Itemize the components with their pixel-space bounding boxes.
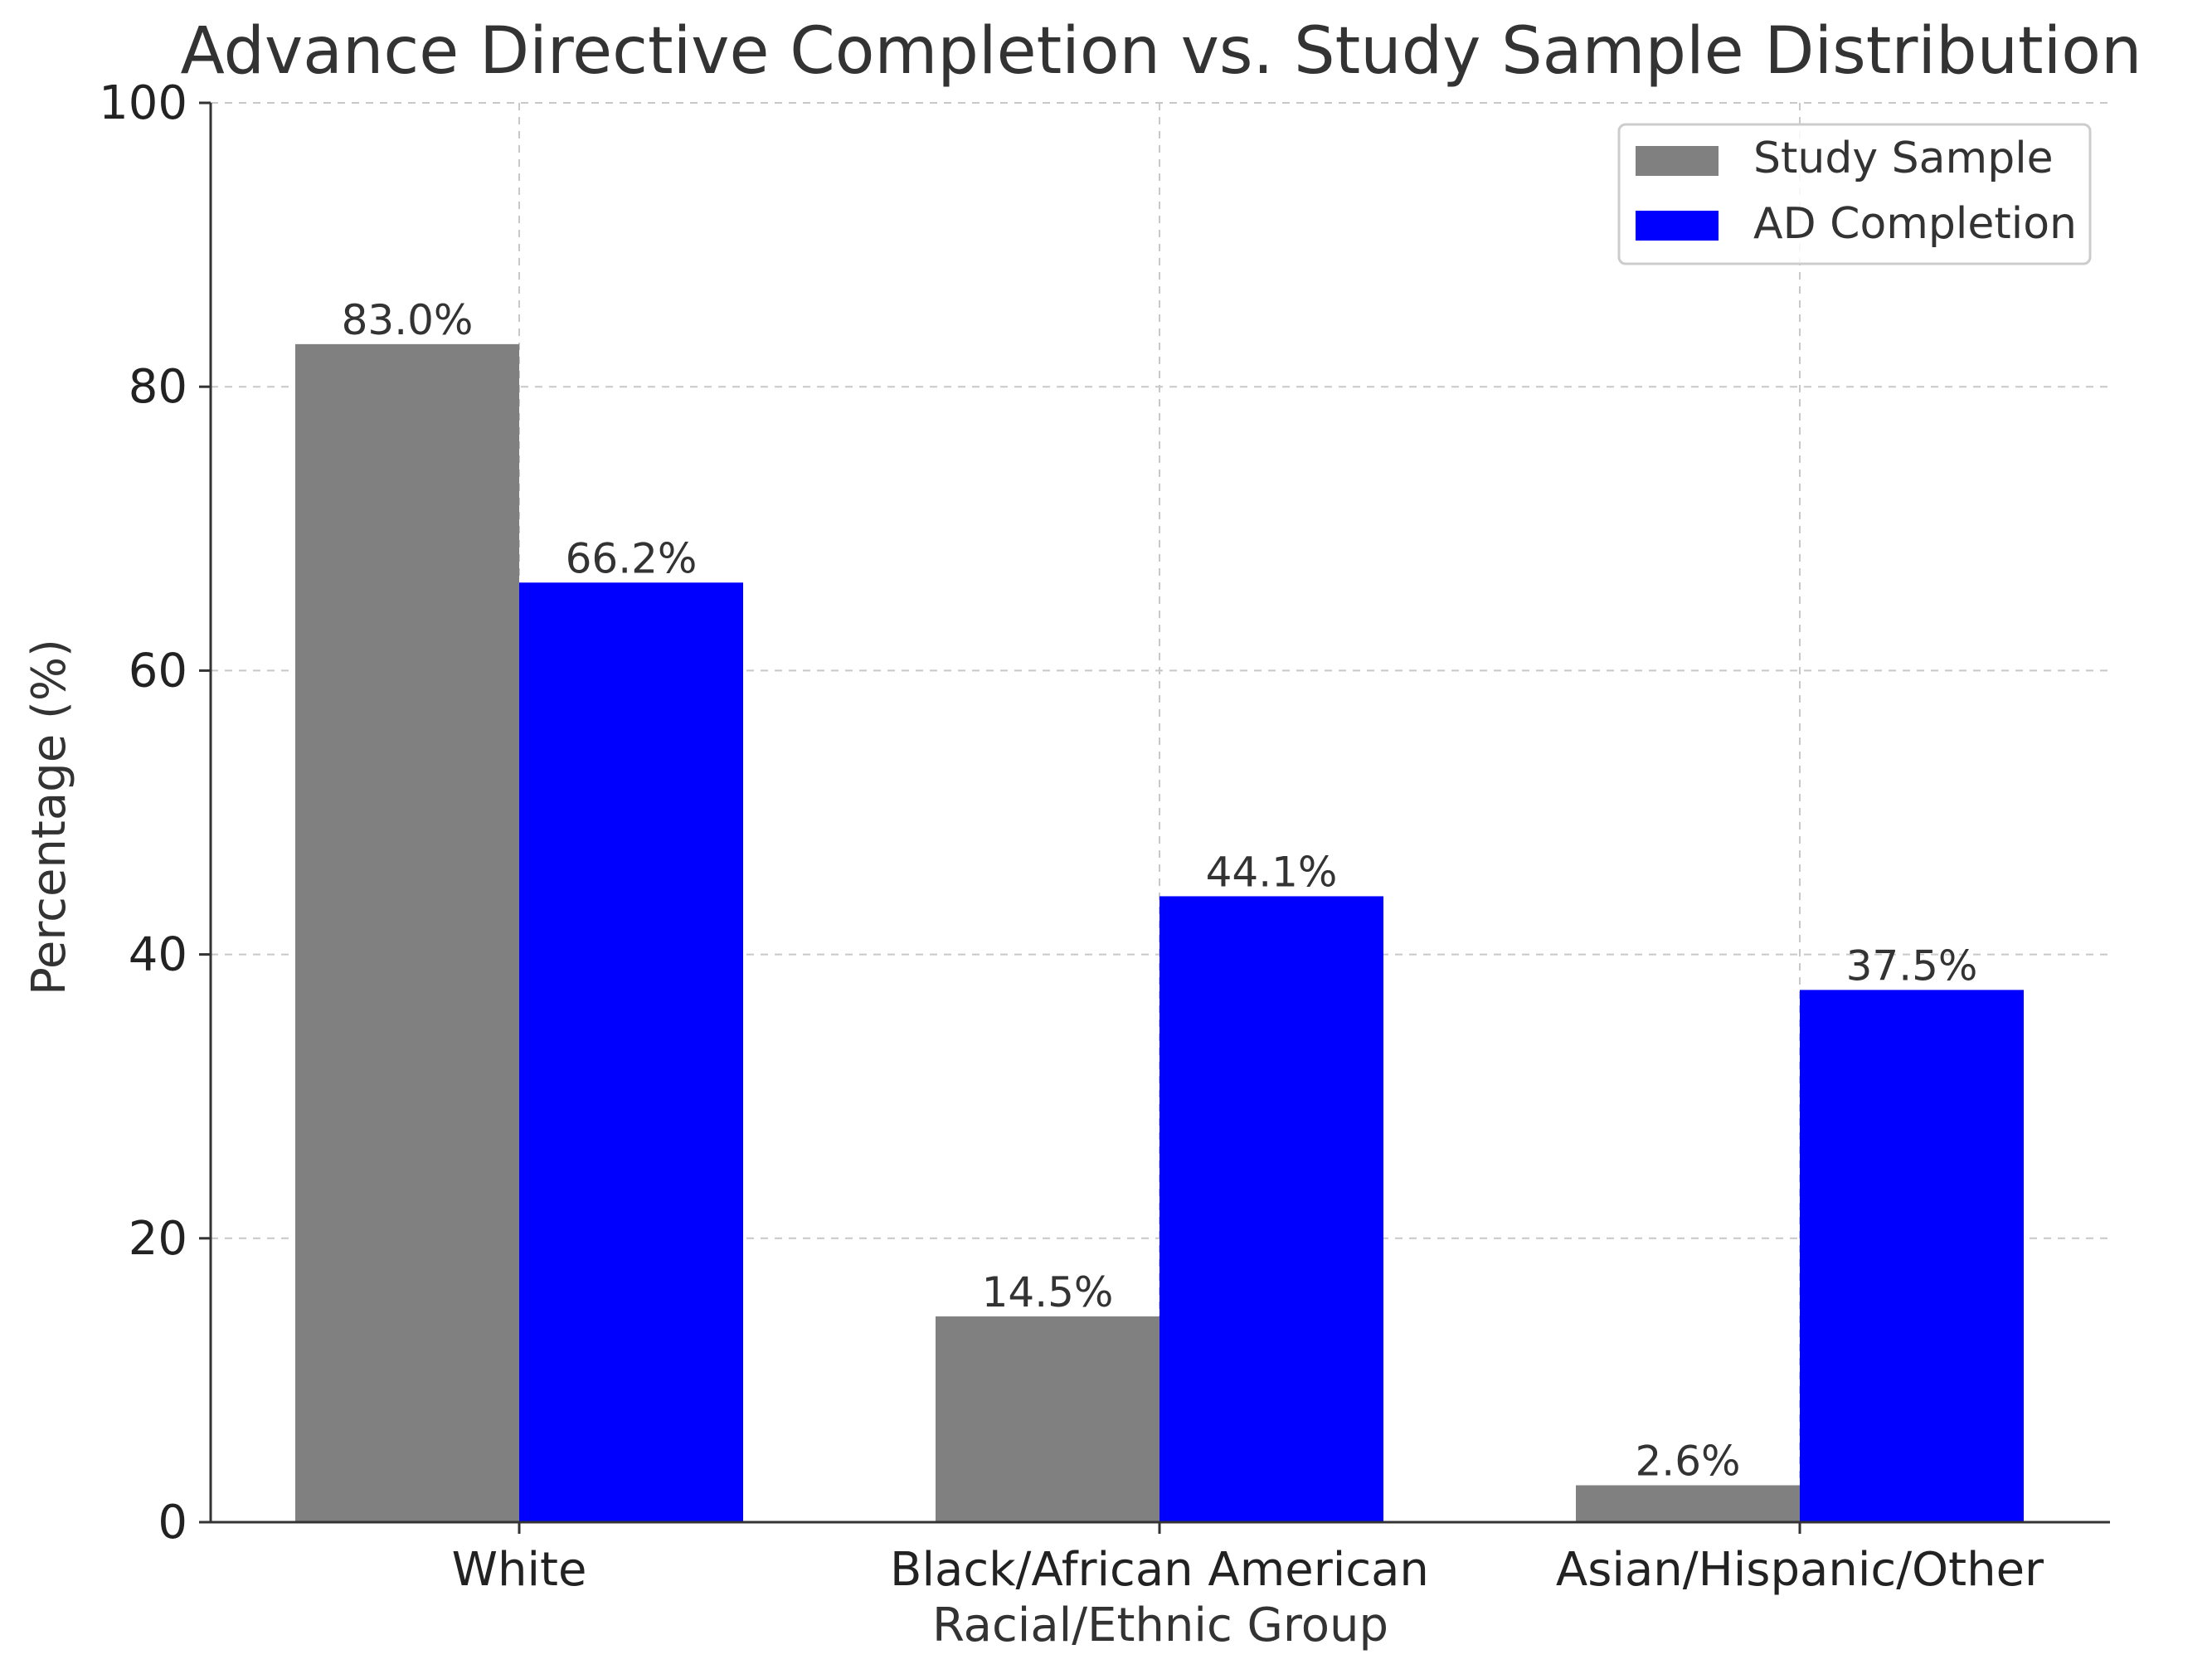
legend: Study Sample AD Completion <box>1617 123 2092 265</box>
data-label-study-sample-2: 2.6% <box>1635 1438 1740 1486</box>
bar-ad-completion-1 <box>1159 896 1383 1522</box>
legend-box <box>1617 123 2092 265</box>
data-label-ad-completion-1: 44.1% <box>1206 848 1338 896</box>
y-axis-label: Percentage (%) <box>22 639 76 995</box>
y-tick-label-40: 40 <box>129 928 187 982</box>
bar-study-sample-1 <box>936 1316 1159 1522</box>
chart-title: Advance Directive Completion vs. Study S… <box>181 14 2142 89</box>
y-tick-label-60: 60 <box>129 644 187 698</box>
legend-label-ad-completion: AD Completion <box>1753 199 2077 249</box>
tick-labels: 0 20 40 60 80 100 White Black/African American A… <box>99 76 2044 1597</box>
legend-swatch-ad-completion <box>1636 211 1719 241</box>
y-tick-label-0: 0 <box>158 1496 187 1550</box>
legend-swatch-study-sample <box>1636 146 1719 176</box>
bar-study-sample-2 <box>1576 1485 1800 1522</box>
bar-ad-completion-0 <box>519 582 743 1522</box>
data-label-study-sample-0: 83.0% <box>342 296 474 344</box>
x-axis-label: Racial/Ethnic Group <box>932 1598 1388 1652</box>
x-tick-label-1: Black/African American <box>890 1543 1429 1597</box>
bar-study-sample-0 <box>295 343 519 1522</box>
x-tick-label-2: Asian/Hispanic/Other <box>1556 1543 2044 1597</box>
data-label-study-sample-1: 14.5% <box>982 1268 1114 1316</box>
bars <box>295 343 2024 1522</box>
data-label-ad-completion-0: 66.2% <box>566 534 698 582</box>
x-tick-label-0: White <box>452 1543 587 1597</box>
data-labels: 83.0% 14.5% 2.6% 66.2% 44.1% 37.5% <box>342 296 1978 1486</box>
legend-label-study-sample: Study Sample <box>1753 134 2054 183</box>
y-tick-label-20: 20 <box>129 1212 187 1266</box>
bar-ad-completion-2 <box>1800 990 2024 1522</box>
y-tick-label-100: 100 <box>99 76 187 130</box>
axes <box>199 101 2110 1534</box>
data-label-ad-completion-2: 37.5% <box>1846 942 1978 990</box>
y-tick-label-80: 80 <box>129 360 187 414</box>
